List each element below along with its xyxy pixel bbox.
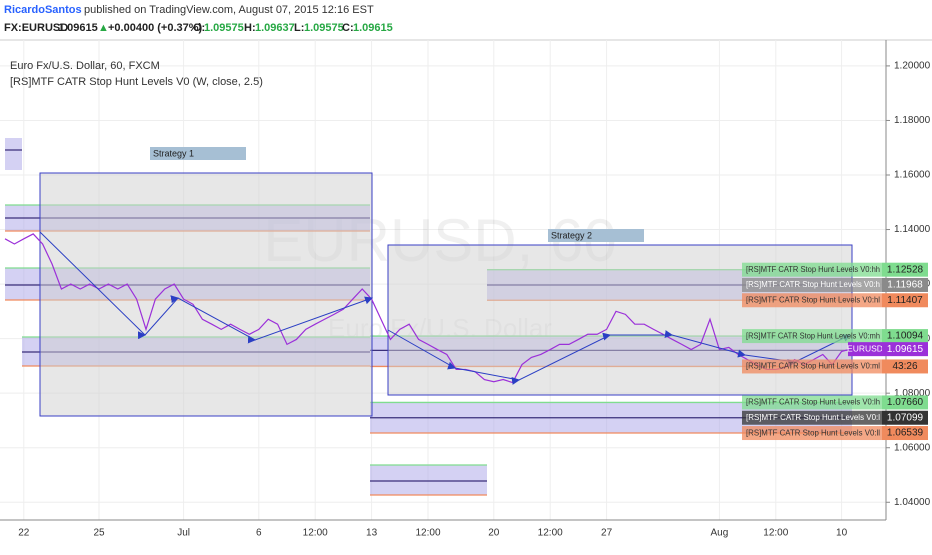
annotation-box (548, 229, 644, 242)
level-value: 1.10094 (887, 331, 924, 342)
x-tick-label: 13 (366, 528, 378, 539)
annotation: Strategy 2 (551, 230, 592, 240)
last: 1.09615 (58, 22, 98, 34)
x-tick-label: Jul (177, 528, 190, 539)
annotation-box (150, 147, 246, 160)
level-name: [RS]MTF CATR Stop Hunt Levels V0:lh (746, 397, 880, 407)
chart-subtitle: [RS]MTF CATR Stop Hunt Levels V0 (W, clo… (10, 76, 263, 88)
l-label: L: (294, 22, 304, 34)
y-tick-label: 1.14000 (894, 224, 931, 235)
level-value: 1.11968 (887, 280, 923, 291)
level-name: [RS]MTF CATR Stop Hunt Levels V0:ml (746, 361, 880, 371)
value-tag (882, 293, 928, 308)
level-name: [RS]MTF CATR Stop Hunt Levels V0:hh (746, 264, 880, 274)
symbol: FX:EURUSD (4, 22, 68, 34)
arrow: ▲ (98, 22, 109, 34)
value-tag (882, 410, 928, 425)
value-tag (882, 395, 928, 410)
h-label: H: (244, 22, 256, 34)
arrow-path (39, 231, 373, 344)
x-tick-label: 10 (836, 528, 848, 539)
annotation: Strategy 1 (153, 148, 194, 158)
high: 1.09637 (255, 22, 295, 34)
level-value: 1.11407 (887, 295, 923, 306)
level-tag (742, 262, 882, 277)
level-tag (742, 329, 882, 344)
x-tick-label: 12:00 (303, 528, 328, 539)
level-value: 1.12528 (887, 264, 924, 275)
level-name: [RS]MTF CATR Stop Hunt Levels V0:h (746, 279, 880, 289)
level-value: 1.06539 (887, 428, 924, 439)
level-name: [RS]MTF CATR Stop Hunt Levels V0:mh (746, 330, 880, 340)
level-name: [RS]MTF CATR Stop Hunt Levels V0:hl (746, 295, 880, 305)
price-tags: [RS]MTF CATR Stop Hunt Levels V0:hh 1.125… (742, 262, 928, 441)
x-tick-label: 25 (93, 528, 105, 539)
value-tag (882, 359, 928, 374)
value-tag (882, 426, 928, 441)
last-name: EURUSD (847, 343, 883, 353)
last-value: 1.09615 (887, 344, 924, 355)
close: 1.09615 (353, 22, 393, 34)
level-value: 43:26 (892, 361, 917, 372)
y-tick-label: 1.08000 (894, 388, 931, 399)
y-tick-label: 1.16000 (894, 170, 931, 181)
x-tick-label: 20 (488, 528, 500, 539)
y-tick-label: 1.18000 (894, 115, 931, 126)
y-tick-label: 1.04000 (894, 497, 931, 508)
level-value: 1.07660 (887, 397, 924, 408)
x-tick-label: 12:00 (415, 528, 440, 539)
value-tag (882, 277, 928, 292)
x-tick-label: 27 (601, 528, 613, 539)
x-tick-label: Aug (711, 528, 729, 539)
level-tag (742, 426, 882, 441)
value-tag (882, 329, 928, 344)
last-value-tag (882, 342, 928, 357)
x-tick-label: 12:00 (763, 528, 788, 539)
level-tag (742, 410, 882, 425)
x-tick-label: 22 (18, 528, 30, 539)
x-tick-label: 6 (256, 528, 262, 539)
o-label: O: (193, 22, 205, 34)
open: 1.09575 (204, 22, 244, 34)
strategy-box (39, 172, 373, 417)
y-tick-label: 1.06000 (894, 442, 931, 453)
level-tag (742, 359, 882, 374)
x-tick-label: 12:00 (538, 528, 563, 539)
value-tag (882, 262, 928, 277)
published: published on TradingView.com, August 07,… (84, 4, 374, 16)
level-name: [RS]MTF CATR Stop Hunt Levels V0:ll (746, 427, 880, 437)
level-tag (742, 277, 882, 292)
y-tick-label: 1.20000 (894, 61, 931, 72)
chart-title: Euro Fx/U.S. Dollar, 60, FXCM (10, 60, 160, 72)
last-name-tag (848, 342, 882, 357)
author[interactable]: RicardoSantos (4, 4, 82, 16)
level-value: 1.07099 (887, 412, 924, 423)
low: 1.09575 (304, 22, 344, 34)
level-tag (742, 395, 882, 410)
level-tag (742, 293, 882, 308)
change: +0.00400 (+0.37%) (108, 22, 203, 34)
level-name: [RS]MTF CATR Stop Hunt Levels V0:l (746, 412, 880, 422)
c-label: C: (342, 22, 354, 34)
